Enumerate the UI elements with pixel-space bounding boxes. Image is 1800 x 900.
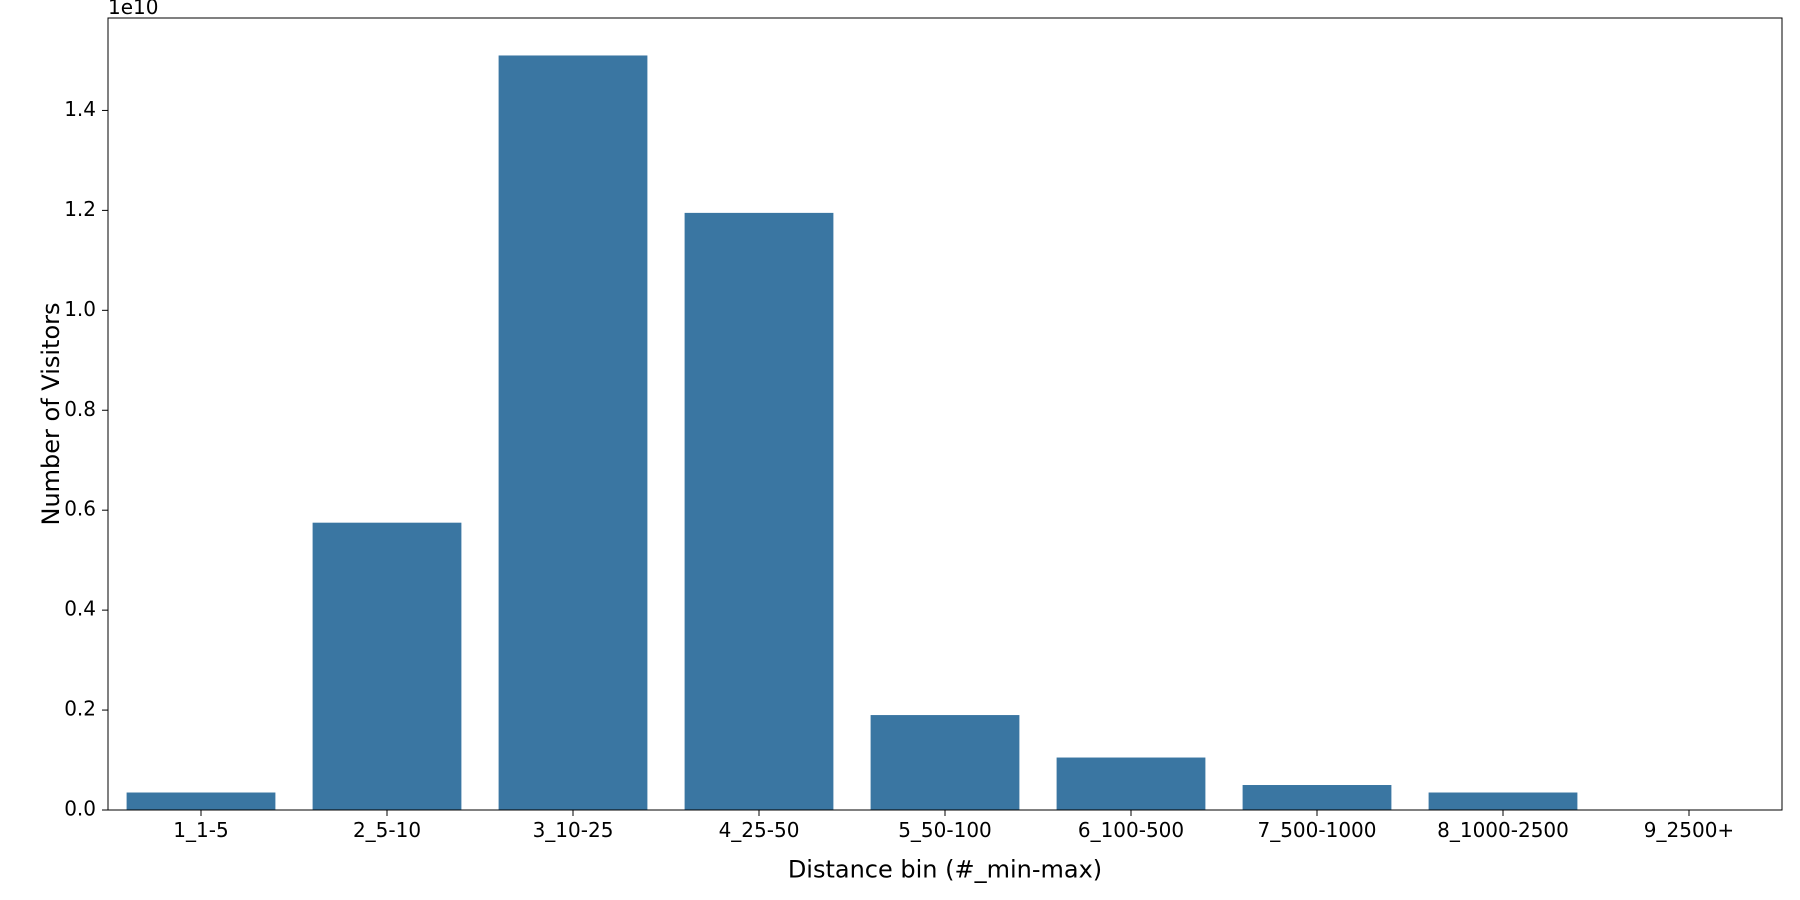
- bar: [1243, 785, 1392, 810]
- x-axis-label: Distance bin (#_min-max): [788, 856, 1102, 884]
- chart-container: 0.0 0.2 0.4 0.6 0.8 1.0 1.2 1.4 1_1-5 2_5-10 3_10-…: [0, 0, 1800, 900]
- x-tick-label: 5_50-100: [898, 818, 992, 842]
- x-tick-label: 4_25-50: [719, 818, 800, 842]
- bar: [685, 213, 834, 810]
- bar: [871, 715, 1020, 810]
- bar: [1057, 758, 1206, 810]
- x-tick-label: 9_2500+: [1644, 818, 1734, 842]
- y-axis-label: Number of Visitors: [37, 303, 65, 526]
- x-tick-label: 1_1-5: [173, 818, 228, 842]
- x-tick-label: 2_5-10: [353, 818, 421, 842]
- y-tick-label: 0.0: [64, 797, 96, 821]
- bar-chart: 0.0 0.2 0.4 0.6 0.8 1.0 1.2 1.4 1_1-5 2_5-10 3_10-…: [0, 0, 1800, 900]
- x-tick-label: 3_10-25: [533, 818, 614, 842]
- y-tick-label: 1.0: [64, 297, 96, 321]
- y-tick-label: 0.6: [64, 497, 96, 521]
- bar: [127, 793, 276, 810]
- bar: [313, 523, 462, 810]
- x-tick-label: 7_500-1000: [1257, 818, 1376, 842]
- bar: [499, 55, 648, 810]
- y-tick-label: 0.2: [64, 697, 96, 721]
- x-tick-label: 6_100-500: [1078, 818, 1184, 842]
- bar: [1429, 793, 1578, 810]
- y-tick-label: 0.4: [64, 597, 96, 621]
- y-tick-label: 1.2: [64, 197, 96, 221]
- y-exponent-label: 1e10: [108, 0, 158, 19]
- y-tick-label: 1.4: [64, 97, 96, 121]
- x-tick-label: 8_1000-2500: [1437, 818, 1569, 842]
- y-tick-label: 0.8: [64, 397, 96, 421]
